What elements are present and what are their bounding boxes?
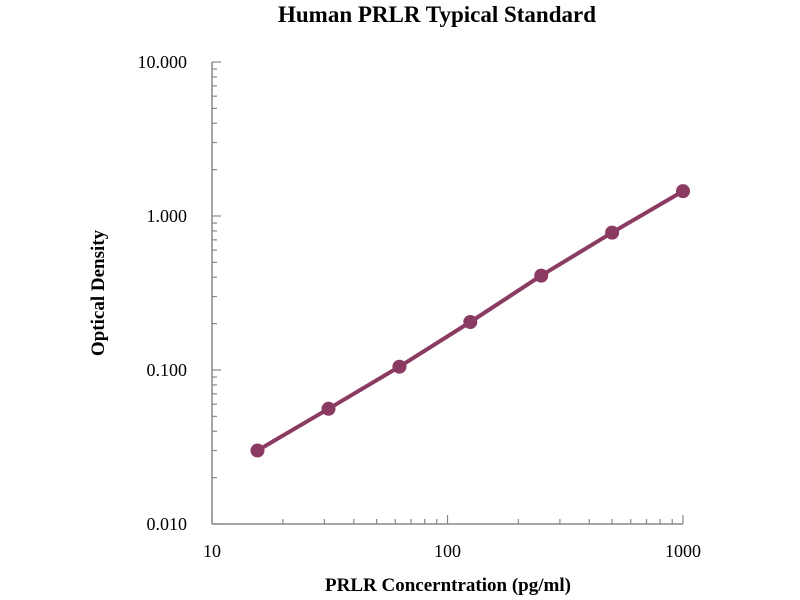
y-axis-label: Optical Density [88, 229, 109, 356]
x-tick-label: 1000 [665, 541, 701, 561]
data-point [321, 401, 336, 416]
x-axis-label: PRLR Concerntration (pg/ml) [325, 575, 571, 596]
y-tick-label: 0.010 [147, 514, 188, 534]
data-point [534, 268, 549, 283]
y-axis: 0.010 0.100 1.000 10.000 [138, 52, 221, 534]
data-point [605, 225, 620, 240]
data-point [463, 314, 478, 329]
x-tick-label: 100 [434, 541, 461, 561]
data-series [250, 184, 690, 458]
y-tick-label: 1.000 [147, 206, 188, 226]
data-point [392, 359, 407, 374]
data-point [250, 443, 265, 458]
x-tick-label: 10 [203, 541, 221, 561]
data-point [676, 184, 690, 199]
x-axis: 10 100 1000 [203, 515, 701, 561]
y-tick-label: 0.100 [147, 360, 188, 380]
y-tick-label: 10.000 [138, 52, 188, 72]
chart-title: Human PRLR Typical Standard [278, 2, 596, 27]
